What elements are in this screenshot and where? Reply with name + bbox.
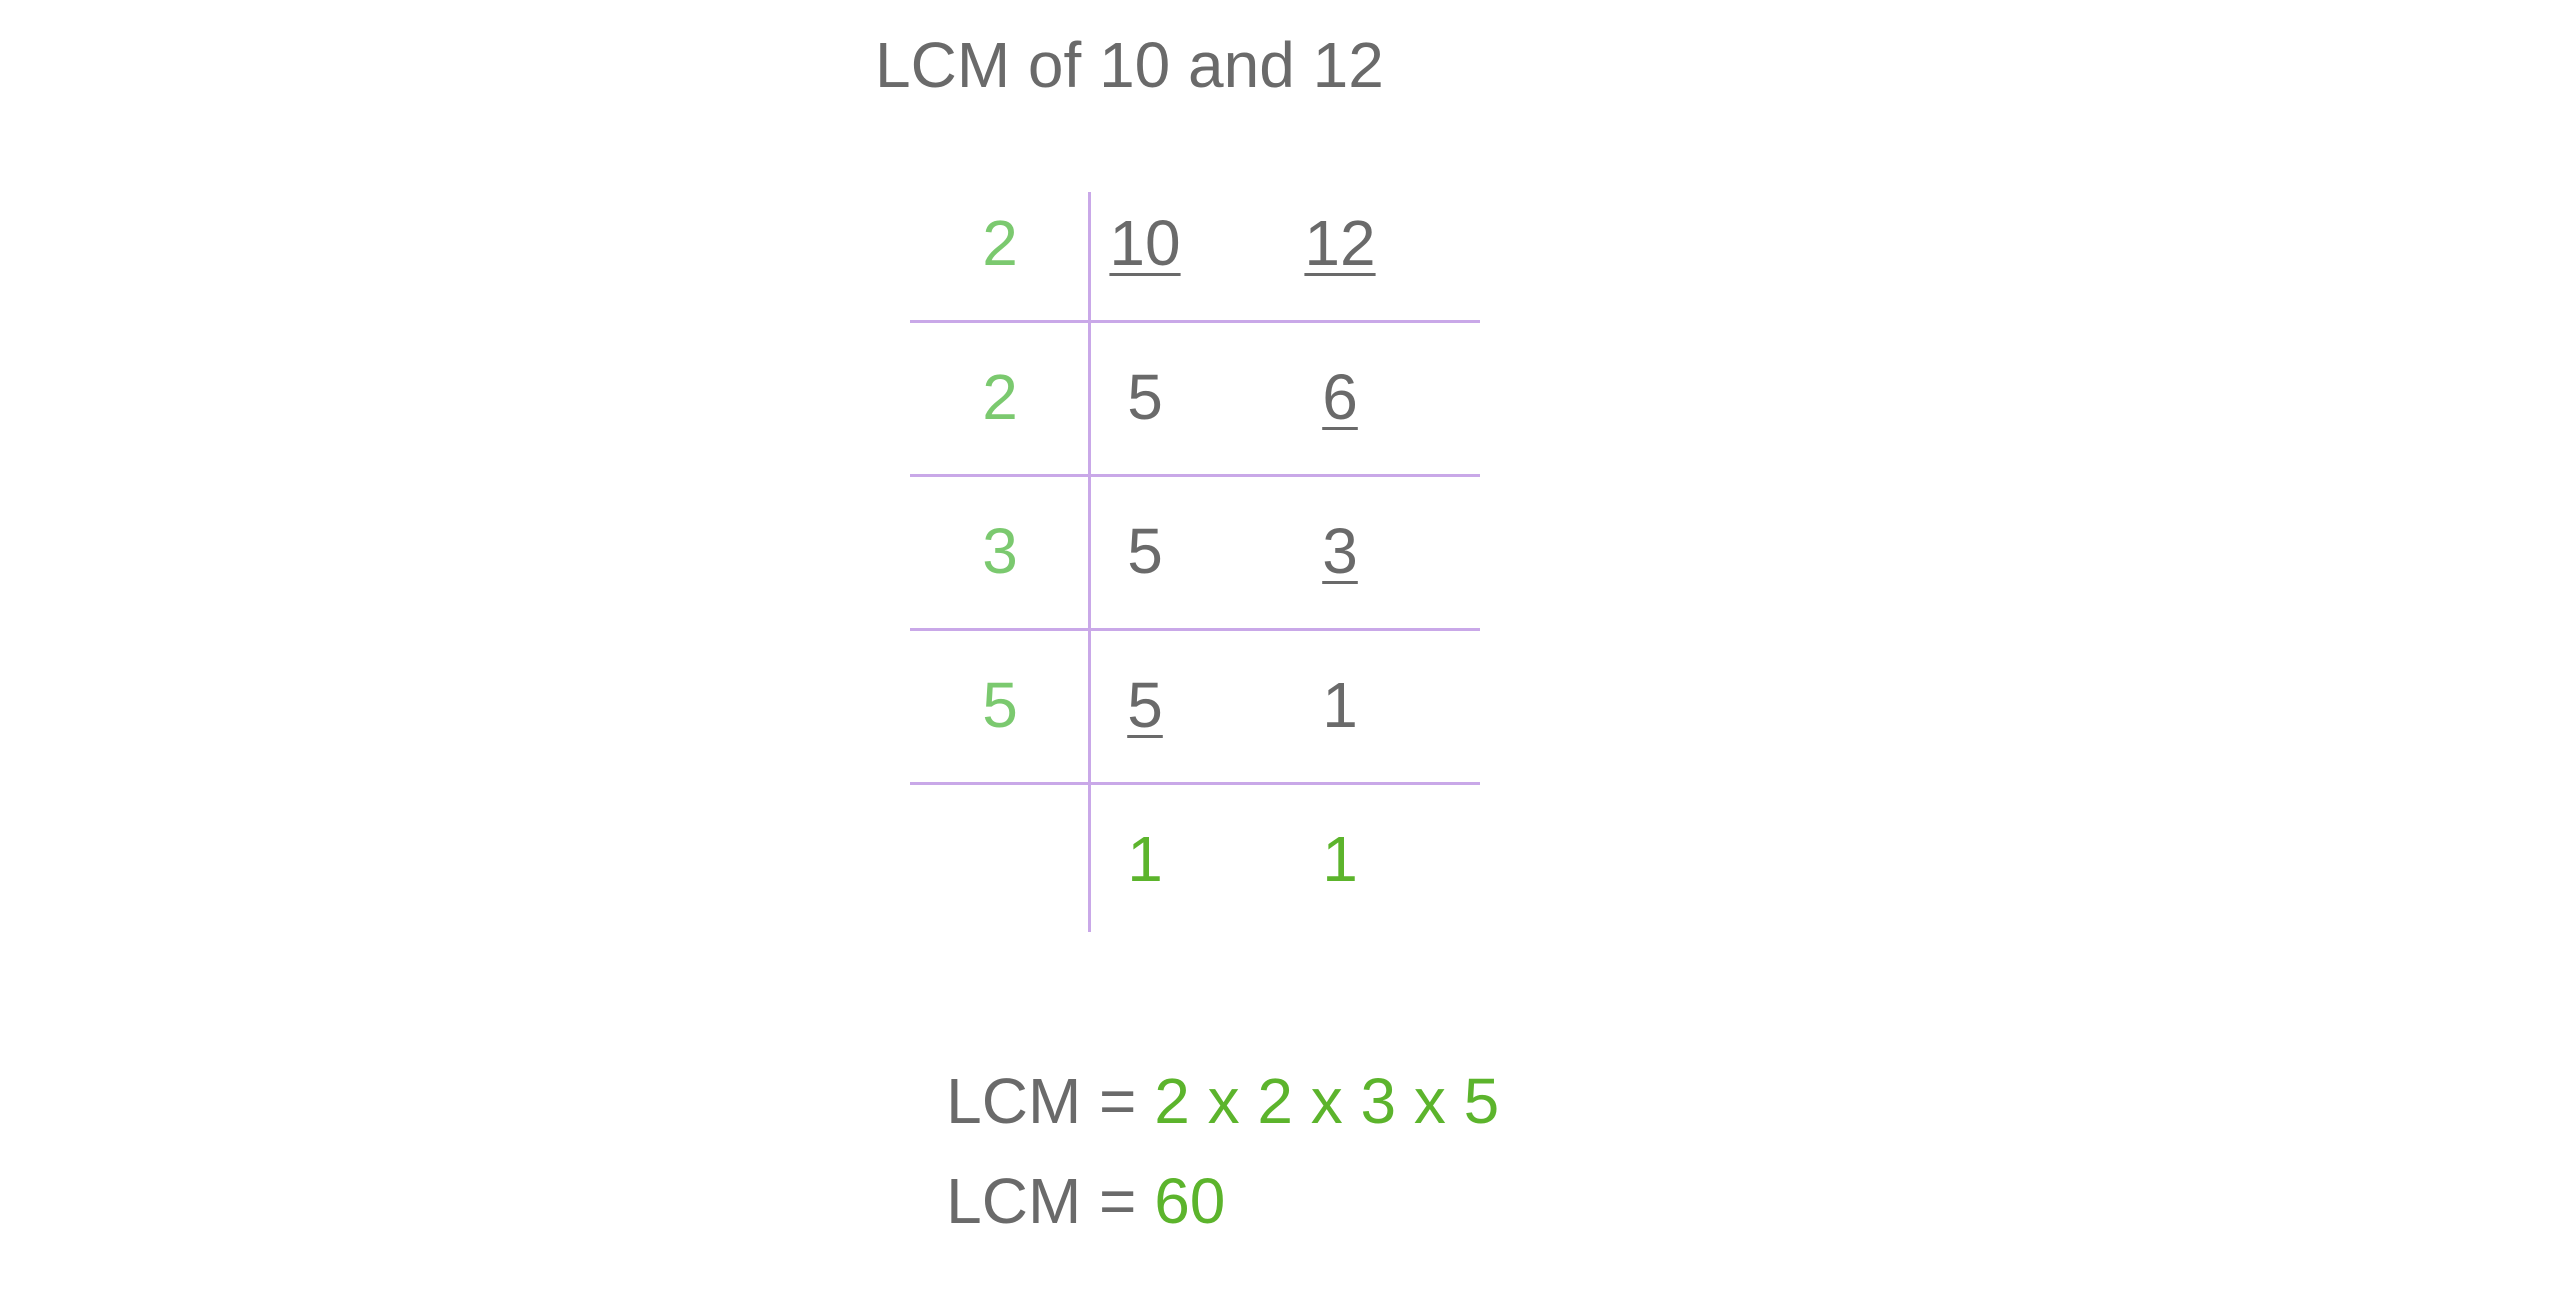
quotient-cell-b: 3: [1280, 514, 1400, 588]
divisor-cell: 3: [960, 514, 1040, 588]
diagram-title: LCM of 10 and 12: [875, 28, 1384, 102]
quotient-cell-a: 5: [1085, 360, 1205, 434]
lcm-value-line: LCM = 60: [875, 1090, 1225, 1312]
divisor-cell: 2: [960, 360, 1040, 434]
quotient-cell-b: 12: [1280, 206, 1400, 280]
lcm-diagram: LCM of 10 and 12 2101225635355111 LCM = …: [0, 0, 2560, 1217]
quotient-cell-b: 1: [1280, 822, 1400, 896]
divisor-cell: 2: [960, 206, 1040, 280]
quotient-cell-a: 5: [1085, 514, 1205, 588]
horizontal-divider: [910, 628, 1480, 631]
quotient-cell-b: 6: [1280, 360, 1400, 434]
horizontal-divider: [910, 782, 1480, 785]
horizontal-divider: [910, 474, 1480, 477]
horizontal-divider: [910, 320, 1480, 323]
quotient-cell-b: 1: [1280, 668, 1400, 742]
divisor-cell: 5: [960, 668, 1040, 742]
quotient-cell-a: 5: [1085, 668, 1205, 742]
quotient-cell-a: 1: [1085, 822, 1205, 896]
quotient-cell-a: 10: [1085, 206, 1205, 280]
lcm-value: 60: [1154, 1165, 1225, 1237]
lcm-label: LCM =: [946, 1165, 1154, 1237]
